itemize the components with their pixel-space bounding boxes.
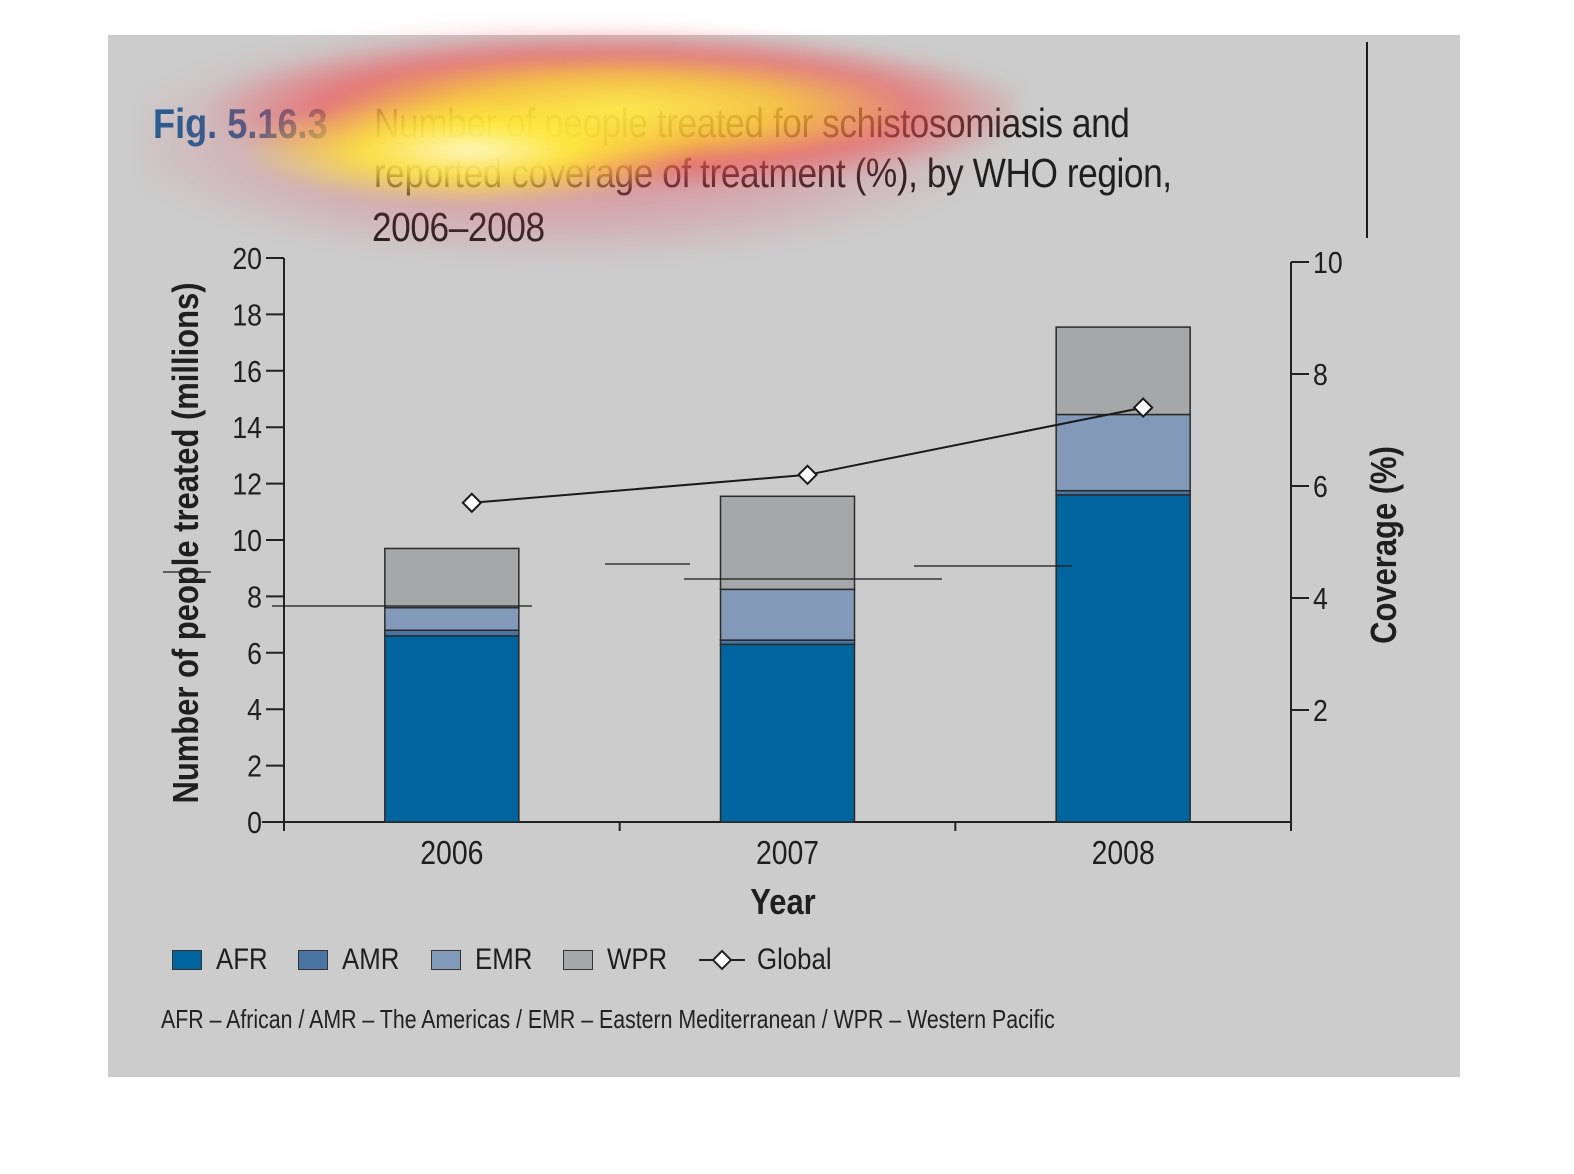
- y2-tick-label-8: 8: [1313, 358, 1328, 392]
- global-point-2008: [1132, 397, 1154, 419]
- y-tick-label-2: 2: [247, 750, 262, 784]
- x-tick-label-2008: 2008: [1092, 834, 1155, 872]
- global-line-group: [461, 397, 1154, 514]
- y2-axis-title: Coverage (%): [1365, 446, 1405, 644]
- legend-swatch-afr: [172, 950, 202, 970]
- bar-segment-emr-2006: [384, 606, 520, 631]
- y-tick-label-4: 4: [247, 693, 262, 727]
- y-tick-label-16: 16: [232, 355, 262, 389]
- bar-segment-afr-2006: [384, 635, 520, 823]
- footnote: AFR – African / AMR – The Americas / EMR…: [161, 1004, 1055, 1034]
- bar-segment-afr-2008: [1055, 494, 1191, 823]
- y2-tick-label-6: 6: [1313, 470, 1328, 504]
- legend-item-afr: AFR: [172, 943, 268, 977]
- y-tick-label-6: 6: [247, 637, 262, 671]
- x-tick-label-2006: 2006: [420, 834, 483, 872]
- bar-segment-wpr-2006: [384, 547, 520, 609]
- bar-segment-afr-2007: [719, 643, 856, 823]
- legend-item-global: Global: [699, 943, 836, 977]
- y-tick-label-0: 0: [247, 806, 262, 840]
- legend: AFR AMR EMR WPR Global: [172, 940, 866, 980]
- bar-segment-wpr-2007: [719, 495, 856, 591]
- legend-swatch-emr: [430, 950, 461, 970]
- legend-swatch-wpr: [563, 950, 594, 970]
- bar-segment-amr-2006: [384, 629, 520, 637]
- y-tick-label-14: 14: [232, 411, 262, 445]
- x-tick-label-2007: 2007: [756, 834, 819, 872]
- y2-tick-label-10: 10: [1313, 246, 1343, 280]
- y-tick-label-10: 10: [232, 524, 262, 558]
- bars-group: [384, 326, 1191, 823]
- legend-label-wpr: WPR: [607, 943, 668, 976]
- stray-rules: [163, 563, 1072, 607]
- y-tick-label-12: 12: [232, 468, 262, 502]
- y2-tick-label-2: 2: [1313, 694, 1328, 728]
- legend-label-global: Global: [757, 943, 832, 976]
- legend-item-amr: AMR: [298, 943, 401, 977]
- legend-item-emr: EMR: [430, 943, 534, 977]
- global-coverage-line: [471, 406, 1144, 504]
- legend-label-amr: AMR: [342, 943, 400, 976]
- y-tick-label-18: 18: [232, 299, 262, 333]
- global-point-2006: [461, 492, 483, 514]
- bar-segment-emr-2007: [719, 588, 856, 641]
- y-tick-label-8: 8: [247, 581, 262, 615]
- bar-segment-emr-2008: [1055, 413, 1191, 492]
- legend-label-emr: EMR: [474, 943, 533, 976]
- bar-segment-wpr-2008: [1055, 326, 1191, 416]
- x-axis-title: Year: [750, 883, 815, 923]
- y-tick-label-20: 20: [232, 242, 262, 276]
- y2-tick-label-4: 4: [1313, 582, 1328, 616]
- legend-item-wpr: WPR: [563, 943, 669, 977]
- global-point-2007: [797, 464, 818, 486]
- y-axis-title: Number of people treated (millions): [167, 282, 207, 803]
- legend-swatch-amr: [298, 950, 328, 970]
- legend-label-afr: AFR: [216, 943, 268, 976]
- legend-marker-global: [699, 949, 746, 971]
